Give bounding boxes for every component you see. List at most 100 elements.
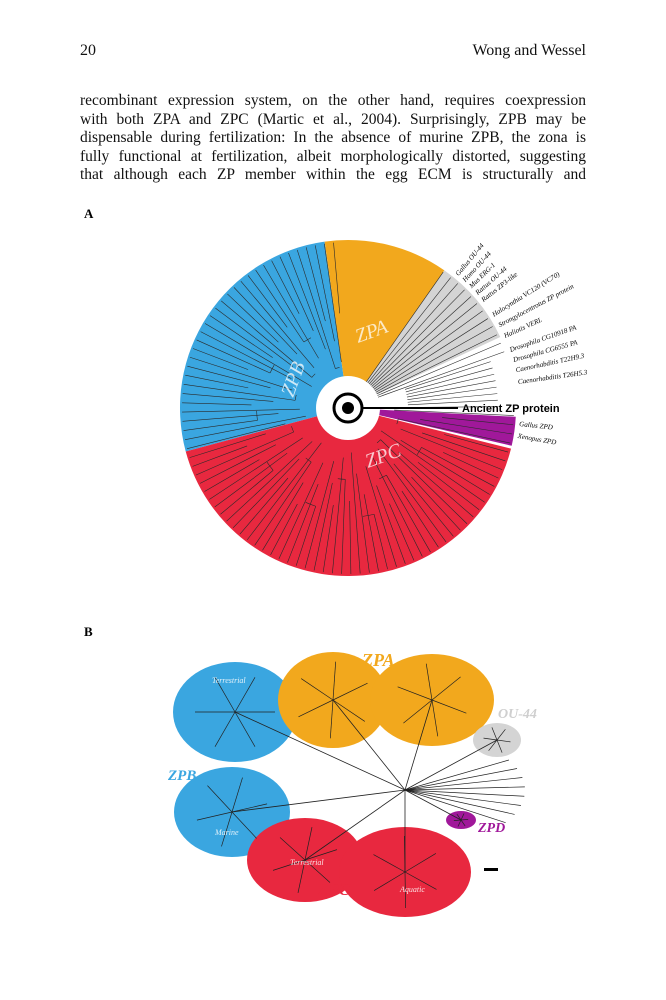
running-head: Wong and Wessel bbox=[472, 42, 586, 59]
branch bbox=[332, 682, 368, 701]
branch bbox=[453, 819, 462, 821]
branch bbox=[488, 739, 498, 751]
branch bbox=[262, 482, 304, 551]
leaf-label: Gallus ZPD bbox=[519, 420, 553, 431]
root-label: Ancient ZP protein bbox=[462, 403, 560, 415]
branch bbox=[263, 264, 319, 359]
branch bbox=[296, 249, 336, 369]
branch bbox=[322, 505, 334, 573]
branch bbox=[404, 853, 437, 873]
clade-label: ZPD bbox=[477, 821, 505, 836]
branch bbox=[199, 444, 276, 484]
branch bbox=[305, 247, 326, 322]
branch bbox=[184, 415, 306, 440]
branch bbox=[404, 871, 437, 890]
branch bbox=[291, 426, 294, 433]
branch bbox=[457, 819, 462, 827]
branch bbox=[270, 503, 298, 555]
branch bbox=[356, 271, 444, 396]
branch bbox=[404, 739, 498, 791]
branch bbox=[420, 419, 513, 435]
branch bbox=[288, 252, 326, 350]
branch bbox=[444, 434, 509, 453]
group-label: Marine bbox=[214, 828, 239, 837]
branch bbox=[271, 260, 300, 314]
branch bbox=[231, 777, 243, 813]
branch bbox=[335, 367, 340, 369]
branch bbox=[404, 789, 521, 806]
clade-sector bbox=[324, 240, 445, 384]
branch bbox=[407, 399, 498, 406]
branch bbox=[304, 827, 313, 861]
branch bbox=[204, 459, 260, 492]
branch bbox=[404, 871, 406, 909]
branch bbox=[231, 803, 268, 813]
branch bbox=[365, 466, 397, 567]
branch bbox=[278, 462, 324, 560]
branch bbox=[221, 811, 233, 847]
branch bbox=[185, 374, 249, 389]
text-line: that although each ZP member within the … bbox=[80, 166, 586, 183]
branch bbox=[398, 418, 511, 444]
branch bbox=[404, 361, 491, 390]
branch bbox=[332, 699, 406, 791]
branch bbox=[404, 768, 518, 791]
branch bbox=[404, 786, 525, 791]
branch bbox=[421, 447, 495, 487]
clade-sector bbox=[185, 415, 512, 576]
branch bbox=[311, 373, 316, 378]
branch bbox=[314, 245, 335, 342]
text-line: dispensable during fertilization: In the… bbox=[80, 129, 586, 146]
clade-label: ZPB bbox=[167, 768, 196, 784]
branch bbox=[182, 413, 279, 422]
branch bbox=[411, 476, 461, 531]
text-line: recombinant expression system, on the ot… bbox=[80, 92, 586, 109]
branch bbox=[304, 461, 335, 569]
branch bbox=[400, 439, 490, 495]
branch bbox=[417, 462, 480, 510]
branch bbox=[204, 323, 312, 387]
branch bbox=[341, 479, 346, 574]
group-label: Aquatic bbox=[399, 885, 425, 894]
branch bbox=[189, 433, 266, 458]
scale-bar bbox=[484, 868, 498, 871]
branch bbox=[496, 739, 503, 753]
branch bbox=[246, 442, 322, 541]
branch bbox=[304, 849, 338, 861]
branch bbox=[403, 699, 433, 724]
branch bbox=[431, 699, 439, 737]
branch bbox=[406, 373, 495, 395]
branch bbox=[404, 835, 406, 873]
branch bbox=[279, 256, 314, 331]
leaf-label: Xenopus ZPD bbox=[516, 432, 557, 447]
branch bbox=[373, 871, 406, 891]
branch bbox=[332, 457, 344, 574]
branch bbox=[333, 242, 341, 314]
branch bbox=[404, 789, 506, 824]
branch bbox=[404, 789, 525, 797]
branch bbox=[380, 439, 468, 524]
branch bbox=[297, 859, 306, 893]
branch bbox=[422, 432, 506, 462]
branch bbox=[227, 293, 279, 343]
branch bbox=[372, 457, 423, 557]
branch bbox=[215, 307, 294, 367]
branch bbox=[295, 506, 316, 566]
panel-label: A bbox=[84, 206, 94, 221]
branch bbox=[483, 737, 498, 741]
branch bbox=[460, 813, 465, 821]
branch bbox=[195, 431, 294, 476]
branch bbox=[456, 813, 462, 821]
branch bbox=[192, 348, 249, 370]
branch bbox=[182, 393, 274, 402]
branch bbox=[221, 300, 312, 378]
branch bbox=[398, 451, 474, 518]
branch bbox=[209, 437, 303, 500]
group-label: Terrestrial bbox=[212, 676, 246, 685]
branch bbox=[350, 452, 361, 574]
branch bbox=[356, 342, 501, 405]
branch bbox=[407, 393, 498, 403]
branch bbox=[368, 310, 483, 394]
branch bbox=[431, 699, 467, 714]
